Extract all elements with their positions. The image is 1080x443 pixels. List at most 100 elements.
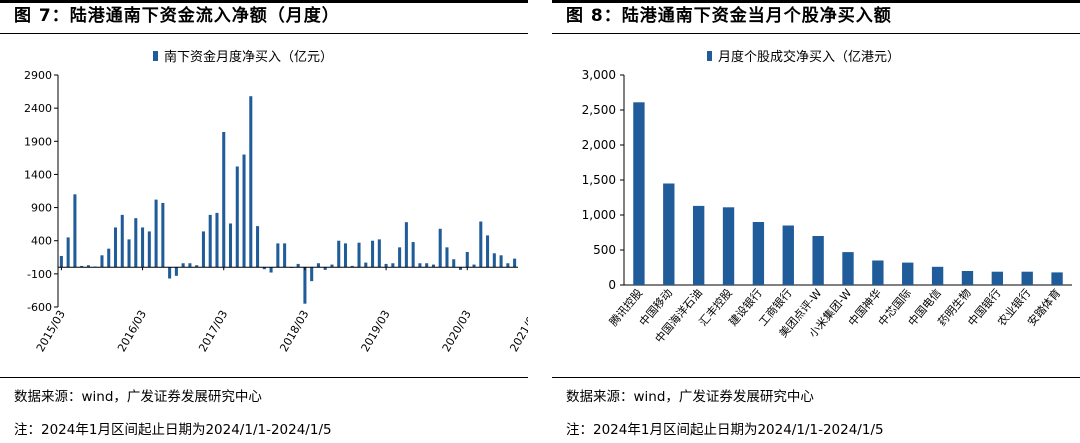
bar: [330, 264, 334, 268]
bar: [310, 267, 314, 282]
bar: [120, 214, 124, 268]
bar: [343, 243, 348, 268]
source-rule: [0, 377, 528, 378]
x-tick-label: 2017/03: [196, 308, 230, 354]
bar: [364, 262, 368, 268]
bar: [384, 263, 388, 268]
title-rule: [552, 33, 1080, 34]
top-rule: [0, 0, 528, 3]
bar: [902, 262, 914, 285]
bar: [411, 242, 415, 268]
legend: 南下资金月度净买入（亿元）: [153, 46, 333, 65]
bar: [168, 267, 172, 279]
bar: [283, 243, 287, 268]
bar: [492, 253, 496, 268]
y-tick-label: 400: [31, 235, 52, 248]
bar: [107, 248, 111, 268]
bar: [404, 222, 408, 268]
x-tick-label: 2018/03: [277, 308, 311, 354]
right-panel: 图 8：陆港通南下资金当月个股净买入额 月度个股成交净买入（亿港元） 3,000…: [552, 0, 1080, 443]
bar: [181, 263, 185, 268]
source-rule: [552, 377, 1080, 378]
bar: [991, 271, 1004, 285]
bar: [1051, 272, 1063, 285]
y-tick-label: 1400: [24, 168, 52, 181]
bar: [452, 259, 456, 268]
x-tick-label: 2020/03: [440, 308, 474, 354]
bar: [262, 267, 266, 270]
y-tick-label: -100: [27, 268, 52, 281]
y-tick-label: 2400: [24, 102, 52, 115]
bar: [752, 222, 765, 285]
bar: [323, 267, 327, 270]
bar: [418, 263, 422, 268]
y-tick-label: 2,000: [582, 138, 616, 152]
bar: [872, 260, 884, 285]
bar: [445, 247, 449, 268]
bar: [431, 264, 435, 268]
bar: [249, 96, 253, 268]
bar: [113, 227, 118, 268]
bar: [134, 218, 138, 268]
bar: [73, 194, 77, 268]
bar: [215, 212, 219, 268]
bar: [692, 205, 705, 285]
bar: [842, 252, 854, 285]
bar: [931, 266, 944, 285]
bar: [296, 263, 300, 268]
bar: [398, 247, 402, 268]
bar: [458, 267, 463, 270]
top-rule: [552, 0, 1080, 3]
legend-swatch: [707, 50, 712, 61]
bar: [161, 202, 165, 268]
bar: [242, 154, 246, 268]
y-tick-label: 0: [608, 278, 616, 292]
y-tick-label: 2,500: [582, 103, 616, 117]
bar: [59, 255, 63, 268]
bar: [513, 258, 517, 268]
bar: [506, 263, 510, 268]
chart-title: 图 8：陆港通南下资金当月个股净买入额: [566, 6, 892, 26]
legend-label: 月度个股成交净买入（亿港元）: [718, 50, 901, 65]
bar: [222, 132, 226, 268]
bar: [195, 265, 199, 268]
bar: [350, 265, 354, 268]
bar: [425, 263, 429, 268]
bar: [812, 236, 824, 285]
bar: [66, 237, 70, 268]
x-tick-label: 2015/03: [34, 308, 68, 354]
bar: [782, 225, 794, 285]
bar: [228, 223, 233, 268]
bar: [337, 240, 341, 268]
bar: [377, 239, 381, 268]
bar: [722, 207, 735, 285]
bar: [499, 255, 503, 268]
bar: [80, 265, 84, 268]
y-tick-label: -600: [27, 301, 52, 314]
bar: [188, 263, 192, 268]
bar: [1021, 271, 1033, 285]
y-tick-label: 1,000: [582, 208, 616, 222]
legend-label: 南下资金月度净买入（亿元）: [164, 50, 334, 65]
bar: [633, 102, 645, 285]
bar: [127, 239, 131, 268]
bar: [256, 226, 260, 268]
bar: [472, 264, 476, 268]
legend: 月度个股成交净买入（亿港元）: [707, 46, 900, 65]
bar: [154, 199, 158, 268]
source-text: 数据来源：wind，广发证券发展研究中心: [14, 389, 262, 405]
y-tick-label: 1900: [24, 135, 52, 148]
chart-right: 3,0002,5002,0001,5001,0005000腾讯控股中国移动中国海…: [582, 68, 1072, 345]
left-panel: 图 7：陆港通南下资金流入净额（月度） 南下资金月度净买入（亿元） 2900 24…: [0, 0, 528, 443]
bar: [141, 227, 145, 268]
bar: [208, 214, 212, 268]
bar: [86, 265, 90, 268]
y-tick-label: 2900: [24, 69, 52, 82]
bar: [316, 263, 320, 268]
bar: [303, 267, 307, 304]
x-tick-label: 2016/03: [115, 308, 149, 354]
bar: [479, 221, 483, 268]
note-text: 注：2024年1月区间起止日期为2024/1/1-2024/1/5: [566, 422, 884, 438]
bar: [147, 231, 151, 268]
bar: [201, 231, 205, 268]
